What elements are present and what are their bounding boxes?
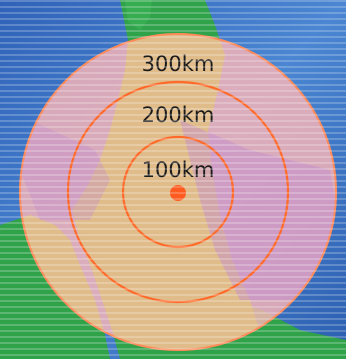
scanline-overlay: [0, 0, 346, 359]
map-canvas: 300km 200km 100km: [0, 0, 346, 359]
radius-map: 300km 200km 100km: [0, 0, 346, 359]
